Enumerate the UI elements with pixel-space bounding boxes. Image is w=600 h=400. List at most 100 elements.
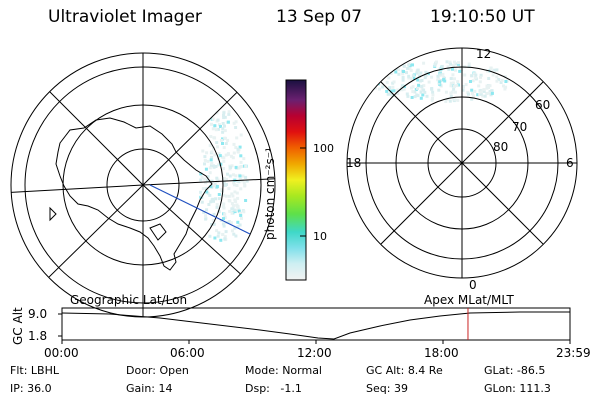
aurora-pixel: [223, 183, 227, 187]
aurora-pixel: [426, 72, 430, 76]
aurora-pixel: [201, 149, 205, 153]
aurora-pixel: [208, 234, 212, 238]
aurora-pixel: [416, 78, 420, 82]
aurora-pixel: [216, 127, 220, 131]
aurora-pixel: [449, 91, 453, 95]
aurora-pixel: [215, 203, 219, 207]
aurora-pixel: [199, 190, 203, 194]
mlat-label-70: 70: [512, 120, 527, 134]
aurora-pixel: [490, 91, 494, 95]
apex-label: Apex MLat/MLT: [424, 293, 514, 307]
aurora-pixel: [226, 120, 230, 124]
aurora-pixel: [217, 231, 221, 235]
aurora-pixel: [402, 64, 406, 68]
aurora-pixel: [486, 69, 489, 73]
aurora-pixel: [411, 63, 414, 67]
aurora-pixel: [411, 74, 415, 78]
aurora-pixel: [495, 75, 499, 79]
aurora-pixel: [212, 222, 216, 226]
aurora-pixel: [239, 214, 243, 217]
aurora-pixel: [452, 84, 456, 88]
aurora-pixel: [449, 94, 453, 98]
status-gain: Gain: 14: [126, 382, 173, 395]
colorbar-unit: photon cm⁻²s⁻¹: [263, 147, 277, 240]
aurora-pixel: [502, 84, 505, 88]
colorbar-tick-10: 10: [313, 230, 327, 243]
aurora-pixel: [463, 73, 467, 77]
aurora-pixel: [204, 181, 208, 185]
aurora-pixel: [500, 78, 504, 82]
aurora-pixel: [199, 172, 203, 176]
aurora-pixel: [471, 92, 474, 95]
aurora-pixel: [229, 221, 233, 225]
aurora-pixel: [221, 127, 225, 131]
aurora-pixel: [218, 154, 222, 158]
aurora-pixel: [224, 153, 228, 157]
aurora-pixel: [232, 173, 235, 177]
aurora-pixel: [453, 77, 456, 81]
aurora-pixel: [394, 70, 398, 74]
aurora-pixel: [242, 210, 246, 214]
aurora-pixel: [372, 75, 376, 79]
aurora-pixel: [374, 86, 378, 90]
aurora-pixel: [470, 88, 474, 92]
status-seq: Seq: 39: [366, 382, 408, 395]
aurora-pixel: [236, 196, 240, 200]
aurora-pixel: [210, 150, 214, 154]
aurora-pixel: [489, 67, 493, 71]
aurora-pixel: [222, 217, 225, 221]
aurora-pixel: [430, 98, 434, 102]
aurora-pixel: [441, 72, 445, 76]
aurora-pixel: [199, 195, 203, 199]
aurora-pixel: [448, 99, 452, 103]
aurora-emission-left: [199, 110, 249, 242]
aurora-pixel: [495, 79, 499, 83]
aurora-pixel: [218, 123, 221, 127]
aurora-pixel: [485, 86, 489, 90]
aurora-pixel: [223, 115, 227, 119]
aurora-pixel: [216, 118, 220, 122]
aurora-pixel: [216, 234, 220, 238]
aurora-pixel: [451, 81, 455, 85]
aurora-pixel: [244, 164, 248, 168]
aurora-pixel: [223, 129, 227, 133]
xtick-1200: 12:00: [297, 346, 332, 360]
aurora-pixel: [209, 158, 213, 162]
aurora-pixel: [419, 96, 423, 100]
coastline: [55, 117, 213, 271]
aurora-pixel: [224, 230, 228, 234]
aurora-pixel: [236, 225, 240, 229]
aurora-pixel: [235, 136, 239, 140]
aurora-pixel: [231, 194, 235, 198]
aurora-pixel: [449, 84, 453, 88]
xtick-0600: 06:00: [170, 346, 205, 360]
aurora-pixel: [482, 88, 486, 92]
aurora-pixel: [236, 205, 240, 209]
aurora-pixel: [493, 68, 496, 72]
aurora-pixel: [392, 80, 396, 84]
aurora-pixel: [224, 142, 228, 145]
aurora-pixel: [215, 205, 219, 209]
aurora-pixel: [223, 235, 227, 239]
aurora-pixel: [423, 76, 427, 80]
aurora-pixel: [221, 233, 225, 236]
aurora-pixel: [451, 84, 455, 88]
aurora-pixel: [400, 84, 404, 88]
aurora-pixel: [477, 84, 481, 88]
aurora-pixel: [232, 208, 236, 212]
aurora-pixel: [223, 177, 226, 181]
aurora-pixel: [375, 74, 379, 78]
aurora-pixel: [222, 156, 226, 160]
aurora-pixel: [201, 187, 205, 191]
aurora-pixel: [482, 89, 486, 93]
aurora-pixel: [409, 68, 413, 72]
aurora-pixel: [466, 91, 470, 95]
aurora-pixel: [392, 89, 396, 93]
aurora-pixel: [243, 183, 247, 187]
aurora-pixel: [448, 60, 452, 64]
mlt-label-0: 0: [469, 278, 477, 292]
aurora-pixel: [212, 165, 216, 169]
aurora-pixel: [406, 66, 410, 70]
aurora-pixel: [235, 203, 239, 207]
aurora-pixel: [245, 179, 249, 183]
